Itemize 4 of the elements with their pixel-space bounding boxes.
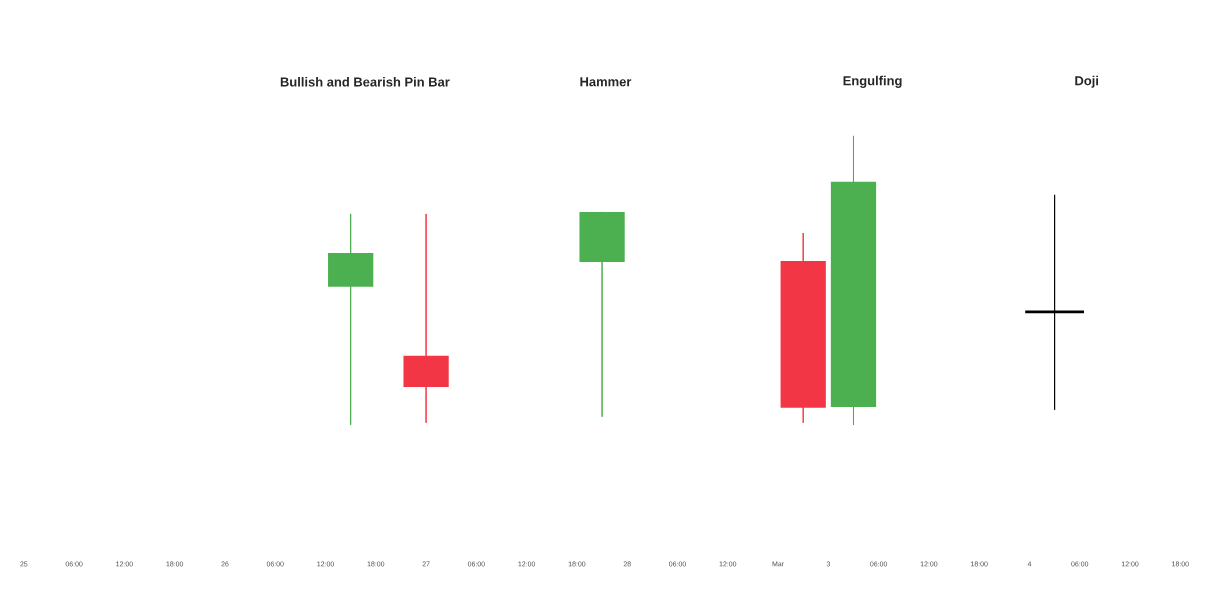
text: Doji	[1075, 75, 1099, 88]
text: Bullish and Bearish Pin Bar	[280, 77, 450, 87]
text: Engulfing	[843, 75, 902, 88]
text: Hammer	[580, 77, 632, 87]
